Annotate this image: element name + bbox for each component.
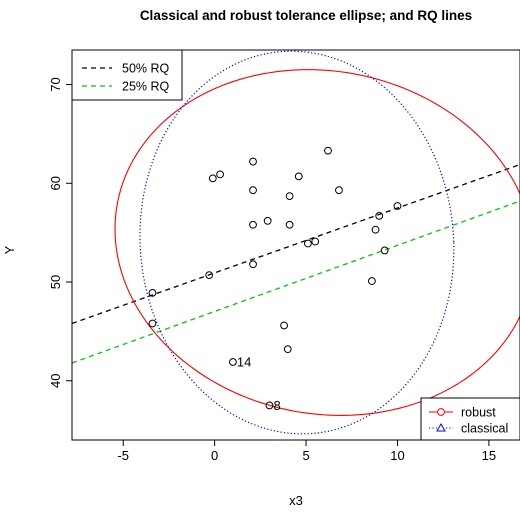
x-tick-label: -5: [117, 448, 129, 463]
legend-label: classical: [461, 422, 508, 436]
legend-marker-circle: [437, 408, 445, 416]
legend-label: 25% RQ: [122, 80, 170, 94]
data-point: [285, 192, 294, 201]
y-tick-label: 60: [48, 176, 63, 190]
legend-bottom-right: robust classical: [420, 397, 520, 441]
y-tick-label: 50: [48, 275, 63, 289]
legend-marker-triangle: [436, 422, 446, 432]
data-point: [249, 220, 257, 229]
legend-label: 50% RQ: [122, 62, 170, 76]
data-point: [393, 202, 402, 210]
data-point: [303, 239, 312, 248]
data-point: [335, 186, 343, 195]
x-tick-label: 15: [482, 448, 496, 463]
data-point: [380, 246, 389, 255]
plot-frame: [71, 49, 520, 441]
y-tick-label: 70: [48, 77, 63, 91]
data-point: [283, 345, 292, 354]
data-point: [249, 186, 257, 195]
x-tick-label: 10: [390, 448, 404, 463]
data-point: [205, 271, 214, 280]
data-point: [285, 220, 294, 229]
legends: 50% RQ 25% RQ robust classical: [71, 49, 520, 441]
point-label: 8: [273, 398, 280, 413]
chart-title: Classical and robust tolerance ellipse; …: [140, 8, 472, 23]
point-label: 14: [237, 355, 251, 370]
data-point: [263, 216, 272, 225]
y-tick-label: 40: [48, 374, 63, 388]
data-point: [311, 237, 320, 246]
tolerance-ellipses: [114, 50, 520, 435]
data-points: 14 8: [148, 146, 402, 413]
legend-top-left: 50% RQ 25% RQ: [71, 49, 183, 101]
data-point: [148, 288, 157, 297]
data-point: [367, 277, 376, 285]
x-axis-label: x3: [289, 493, 303, 508]
legend-box: [71, 49, 183, 101]
data-point: [375, 211, 384, 220]
data-point: [294, 172, 303, 181]
legend-box: [420, 397, 520, 441]
data-point: [229, 358, 237, 366]
data-point: [280, 321, 289, 330]
rq-50-line: [72, 163, 520, 325]
quantile-lines: [72, 163, 520, 364]
robust-ellipse: [114, 69, 520, 416]
data-point: [324, 146, 332, 155]
y-axis-label: Y: [2, 245, 17, 254]
data-point: [208, 174, 217, 183]
data-point: [216, 170, 225, 179]
x-tick-label: 0: [211, 448, 218, 463]
legend-label: robust: [461, 406, 496, 420]
rq-25-line: [72, 200, 520, 364]
data-point: [371, 225, 380, 234]
data-point: [249, 157, 257, 166]
data-point: [249, 260, 257, 269]
classical-ellipse: [139, 50, 455, 435]
x-tick-label: 5: [302, 448, 309, 463]
data-point: [148, 319, 157, 328]
axes: -5 0 5 10 15 40 50 60 70: [48, 77, 496, 463]
data-point: [265, 401, 274, 410]
